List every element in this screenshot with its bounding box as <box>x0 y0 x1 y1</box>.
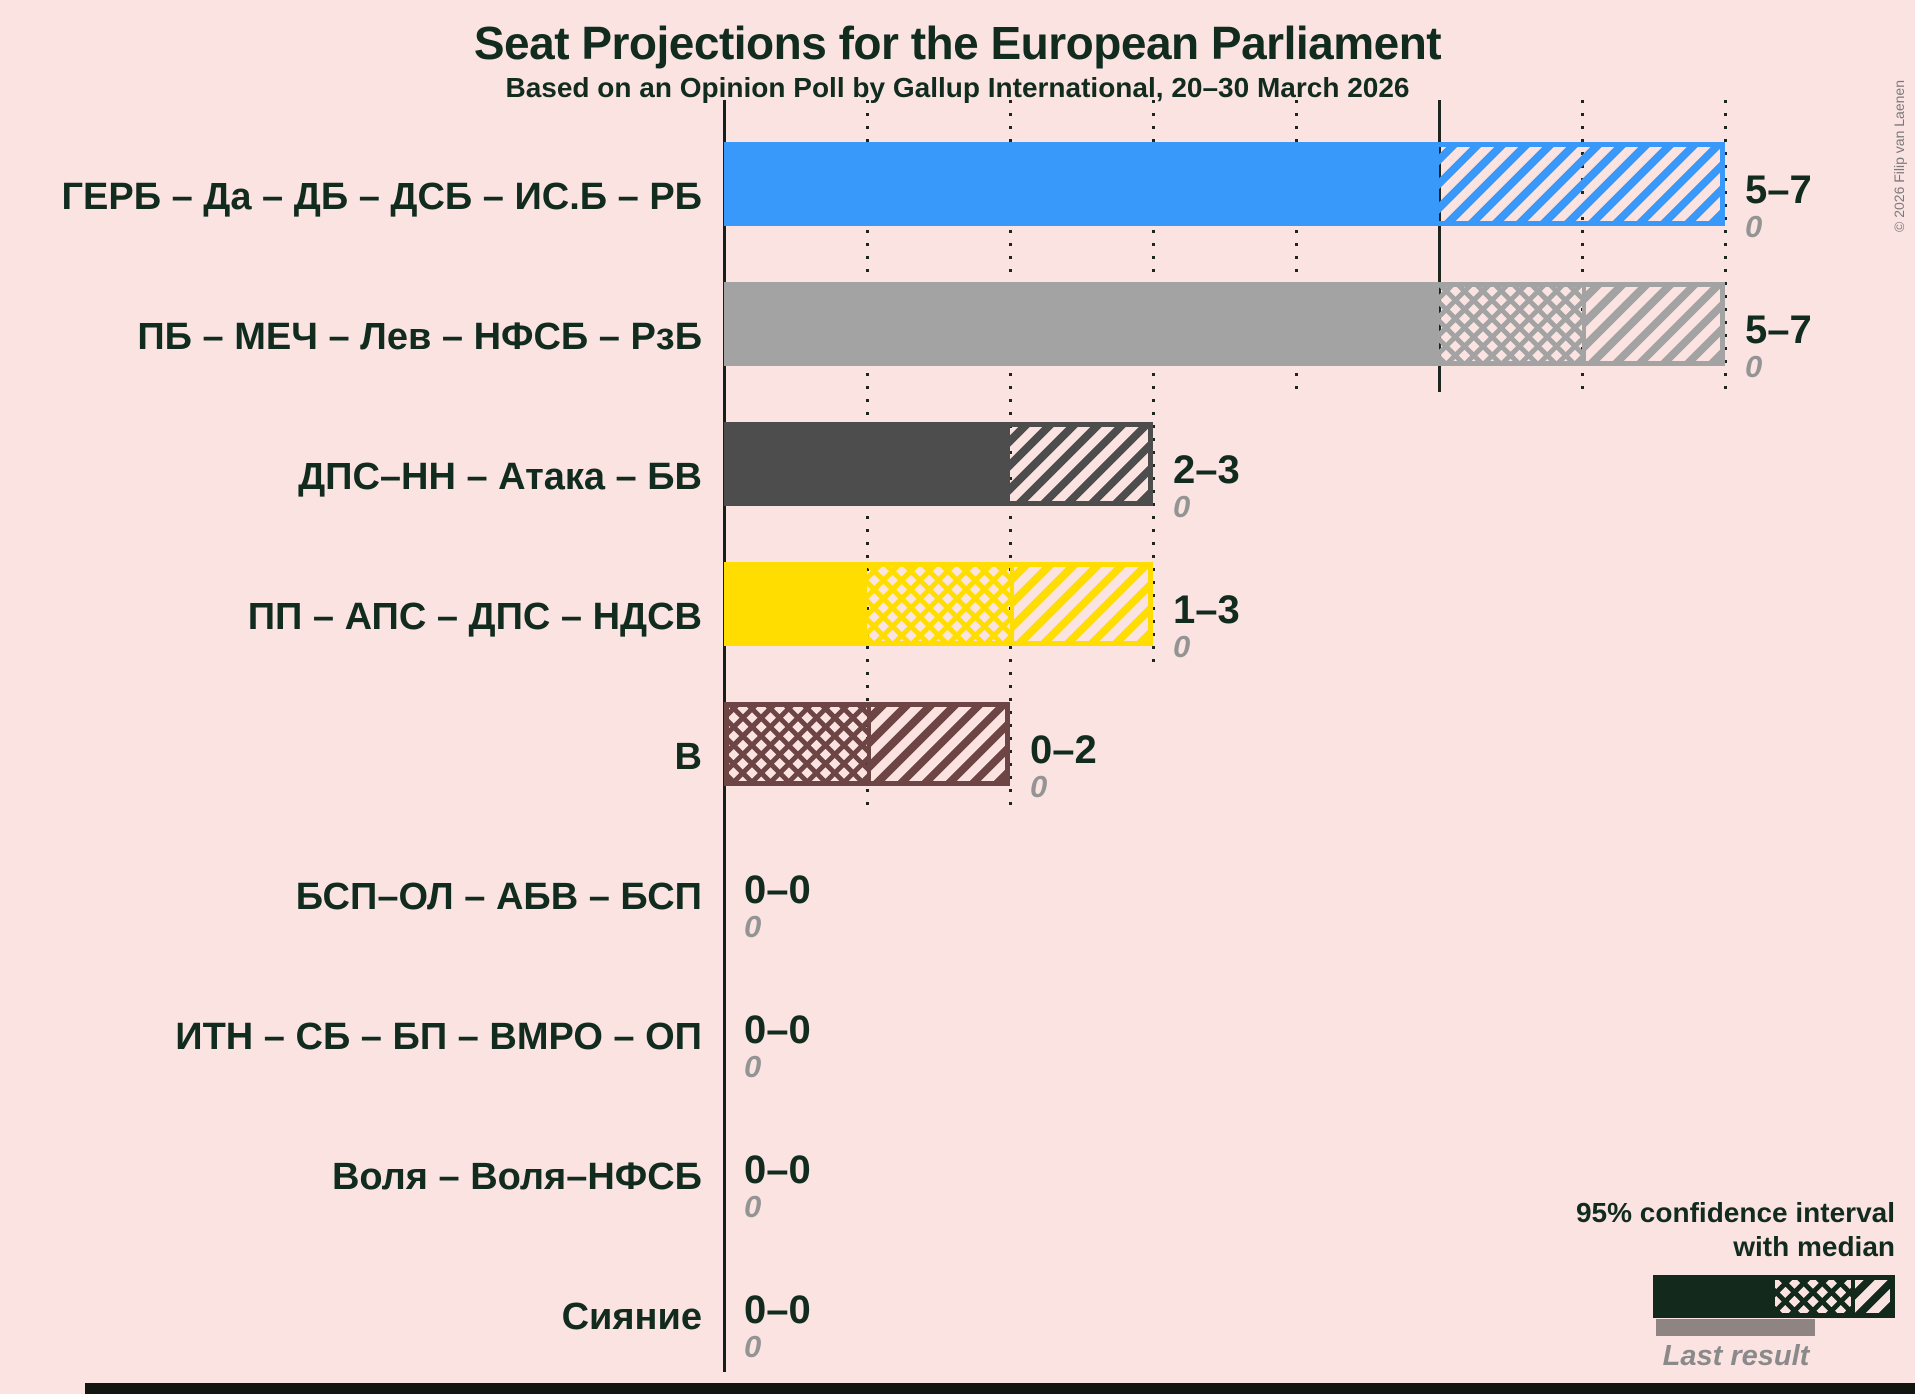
bar-solid-segment <box>724 562 867 646</box>
dotted-gridline-seat-6 <box>1580 100 1584 392</box>
party-label: Сияние <box>561 1296 702 1338</box>
ci-range-label: 0–2 <box>1030 728 1097 772</box>
seat-bar <box>724 562 1153 646</box>
dotted-gridline-seat-7 <box>1723 100 1727 392</box>
confidence-interval-box <box>867 562 1153 646</box>
ci-range-label: 0–0 <box>744 1148 811 1192</box>
bar-solid-segment <box>724 142 1439 226</box>
confidence-interval-box <box>724 702 1010 786</box>
ci-range-label: 0–0 <box>744 868 811 912</box>
bottom-bar <box>85 1383 1915 1394</box>
legend-ci-label: 95% confidence interval with median <box>1295 1196 1895 1264</box>
ci-range-label: 1–3 <box>1173 588 1240 632</box>
party-label: БСП–ОЛ – АБВ – БСП <box>295 876 702 918</box>
value-labels: 0–0 0 <box>744 1284 811 1364</box>
bar-diagonal-segment <box>1010 567 1148 641</box>
legend-last-result-label: Last result <box>1662 1340 1810 1372</box>
party-label: ГЕРБ – Да – ДБ – ДСБ – ИС.Б – РБ <box>61 176 703 218</box>
last-result-value: 0 <box>744 1329 762 1364</box>
last-result-value: 0 <box>744 1189 762 1224</box>
ci-range-label: 5–7 <box>1745 168 1812 212</box>
value-labels: 2–3 0 <box>1173 444 1240 524</box>
confidence-interval-box <box>1010 422 1153 506</box>
value-labels: 0–0 0 <box>744 1144 811 1224</box>
bar-solid-segment <box>724 422 1010 506</box>
bar-diagonal-segment <box>867 707 1005 781</box>
seat-bar <box>724 422 1153 506</box>
bar-diagonal-segment <box>1010 427 1148 501</box>
bar-diagonal-segment <box>1582 287 1720 361</box>
last-result-value: 0 <box>1030 769 1048 804</box>
value-labels: 1–3 0 <box>1173 584 1240 664</box>
last-result-value: 0 <box>744 909 762 944</box>
value-labels: 5–7 0 <box>1745 304 1812 384</box>
legend-ci-line2: with median <box>1733 1231 1895 1262</box>
party-label: ИТН – СБ – БП – ВМРО – ОП <box>175 1016 702 1058</box>
last-result-value: 0 <box>1173 629 1191 664</box>
legend-solid-segment <box>1653 1275 1775 1318</box>
bar-diagonal-segment <box>1439 147 1720 221</box>
confidence-interval-box <box>1439 282 1725 366</box>
dotted-gridline-seat-4 <box>1294 100 1298 392</box>
legend-diagonal-segment <box>1851 1280 1890 1313</box>
party-label: Воля – Воля–НФСБ <box>331 1156 702 1198</box>
party-label: ПП – АПС – ДПС – НДСВ <box>247 596 702 638</box>
party-label: ПБ – МЕЧ – Лев – НФСБ – РзБ <box>137 316 702 358</box>
copyright-text: © 2026 Filip van Laenen <box>1891 80 1907 232</box>
bar-crosshatch-segment <box>1439 287 1582 361</box>
bar-solid-segment <box>724 282 1439 366</box>
last-result-value: 0 <box>1745 349 1763 384</box>
seat-bar <box>724 142 1725 226</box>
last-result-value: 0 <box>744 1049 762 1084</box>
dotted-gridline-seat-3 <box>1151 100 1155 672</box>
legend-last-result-bar <box>1656 1319 1815 1336</box>
bar-crosshatch-segment <box>729 707 867 781</box>
party-label: ДПС–НН – Атака – БВ <box>298 456 702 498</box>
last-result-value: 0 <box>1745 209 1763 244</box>
seat-bar <box>724 282 1725 366</box>
last-result-value: 0 <box>1173 489 1191 524</box>
bar-crosshatch-segment <box>867 567 1010 641</box>
chart-subtitle: Based on an Opinion Poll by Gallup Inter… <box>505 72 1410 103</box>
ci-range-label: 0–0 <box>744 1288 811 1332</box>
solid-gridline-seat-5 <box>1437 100 1441 392</box>
ci-range-label: 2–3 <box>1173 448 1240 492</box>
chart-title: Seat Projections for the European Parlia… <box>473 17 1442 69</box>
value-labels: 0–0 0 <box>744 1004 811 1084</box>
ci-range-label: 0–0 <box>744 1008 811 1052</box>
value-labels: 5–7 0 <box>1745 164 1812 244</box>
legend-ci-line1: 95% confidence interval <box>1575 1197 1895 1228</box>
seat-bar <box>724 702 1010 786</box>
value-labels: 0–0 0 <box>744 864 811 944</box>
legend-sample-bar <box>1653 1275 1895 1318</box>
value-labels: 0–2 0 <box>1030 724 1097 804</box>
legend-ci-box <box>1775 1275 1895 1318</box>
party-label: В <box>674 736 702 778</box>
legend-crosshatch-segment <box>1775 1280 1851 1313</box>
confidence-interval-box <box>1439 142 1725 226</box>
ci-range-label: 5–7 <box>1745 308 1812 352</box>
